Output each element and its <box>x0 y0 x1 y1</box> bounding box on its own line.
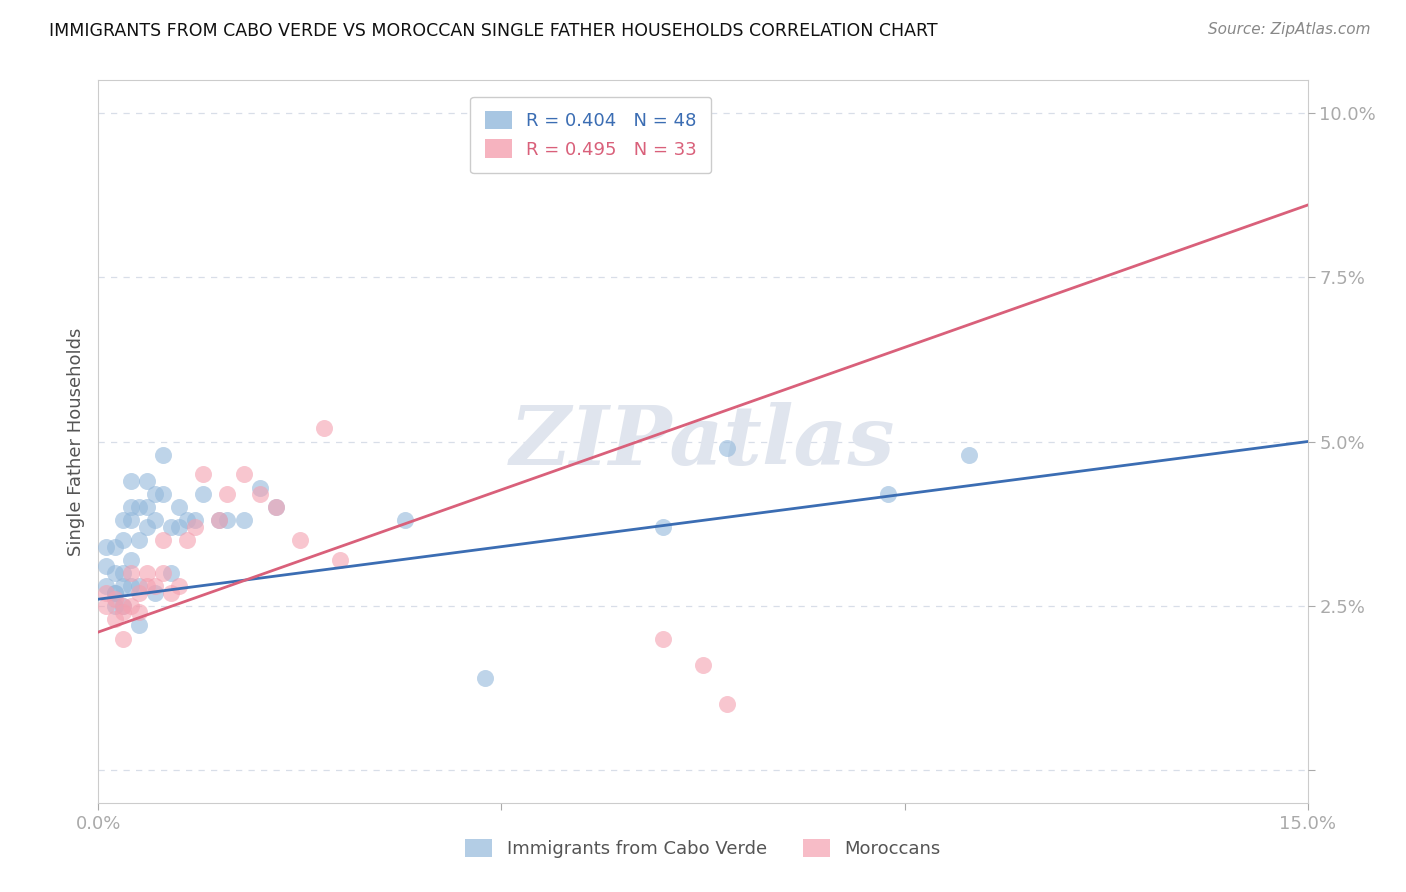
Point <box>160 520 183 534</box>
Point <box>111 599 134 613</box>
Point <box>152 487 174 501</box>
Point <box>96 579 118 593</box>
Point <box>96 540 118 554</box>
Text: Source: ZipAtlas.com: Source: ZipAtlas.com <box>1208 22 1371 37</box>
Point <box>135 579 157 593</box>
Point <box>103 599 125 613</box>
Point <box>120 553 142 567</box>
Point <box>208 513 231 527</box>
Point <box>128 605 150 619</box>
Point <box>957 448 980 462</box>
Point <box>111 566 134 580</box>
Point <box>120 599 142 613</box>
Point <box>249 481 271 495</box>
Point <box>152 533 174 547</box>
Point <box>716 441 738 455</box>
Point <box>135 566 157 580</box>
Point <box>394 513 416 527</box>
Point <box>120 500 142 515</box>
Point <box>152 566 174 580</box>
Point <box>103 585 125 599</box>
Point <box>143 513 166 527</box>
Point <box>264 500 287 515</box>
Point <box>474 671 496 685</box>
Y-axis label: Single Father Households: Single Father Households <box>66 327 84 556</box>
Point <box>120 513 142 527</box>
Point <box>160 566 183 580</box>
Point <box>143 585 166 599</box>
Point <box>143 579 166 593</box>
Point <box>692 657 714 672</box>
Point <box>232 513 254 527</box>
Point <box>103 540 125 554</box>
Point <box>96 559 118 574</box>
Point <box>217 487 239 501</box>
Point <box>193 467 215 482</box>
Point <box>103 566 125 580</box>
Point <box>135 500 157 515</box>
Point <box>111 579 134 593</box>
Point <box>167 520 190 534</box>
Point <box>651 520 673 534</box>
Point <box>111 599 134 613</box>
Point <box>232 467 254 482</box>
Point <box>128 533 150 547</box>
Point <box>877 487 900 501</box>
Point <box>135 474 157 488</box>
Legend: Immigrants from Cabo Verde, Moroccans: Immigrants from Cabo Verde, Moroccans <box>458 831 948 865</box>
Text: IMMIGRANTS FROM CABO VERDE VS MOROCCAN SINGLE FATHER HOUSEHOLDS CORRELATION CHAR: IMMIGRANTS FROM CABO VERDE VS MOROCCAN S… <box>49 22 938 40</box>
Point <box>193 487 215 501</box>
Point <box>103 612 125 626</box>
Point <box>176 513 198 527</box>
Point <box>128 585 150 599</box>
Point <box>96 599 118 613</box>
Point <box>208 513 231 527</box>
Point <box>288 533 311 547</box>
Point <box>152 448 174 462</box>
Text: ZIPatlas: ZIPatlas <box>510 401 896 482</box>
Point <box>651 632 673 646</box>
Point <box>128 618 150 632</box>
Point <box>103 592 125 607</box>
Point <box>160 585 183 599</box>
Point <box>314 421 336 435</box>
Point <box>184 513 207 527</box>
Point <box>167 579 190 593</box>
Point <box>111 632 134 646</box>
Point <box>716 698 738 712</box>
Point <box>264 500 287 515</box>
Point <box>120 474 142 488</box>
Point <box>128 500 150 515</box>
Point <box>120 579 142 593</box>
Point <box>135 520 157 534</box>
Point <box>128 579 150 593</box>
Point <box>176 533 198 547</box>
Point <box>329 553 352 567</box>
Point <box>217 513 239 527</box>
Point <box>120 566 142 580</box>
Point <box>249 487 271 501</box>
Point <box>111 533 134 547</box>
Point <box>111 513 134 527</box>
Point <box>184 520 207 534</box>
Point <box>167 500 190 515</box>
Point <box>96 585 118 599</box>
Point <box>111 605 134 619</box>
Point <box>143 487 166 501</box>
Point <box>491 139 513 153</box>
Point <box>103 585 125 599</box>
Legend: R = 0.404   N = 48, R = 0.495   N = 33: R = 0.404 N = 48, R = 0.495 N = 33 <box>470 96 711 173</box>
